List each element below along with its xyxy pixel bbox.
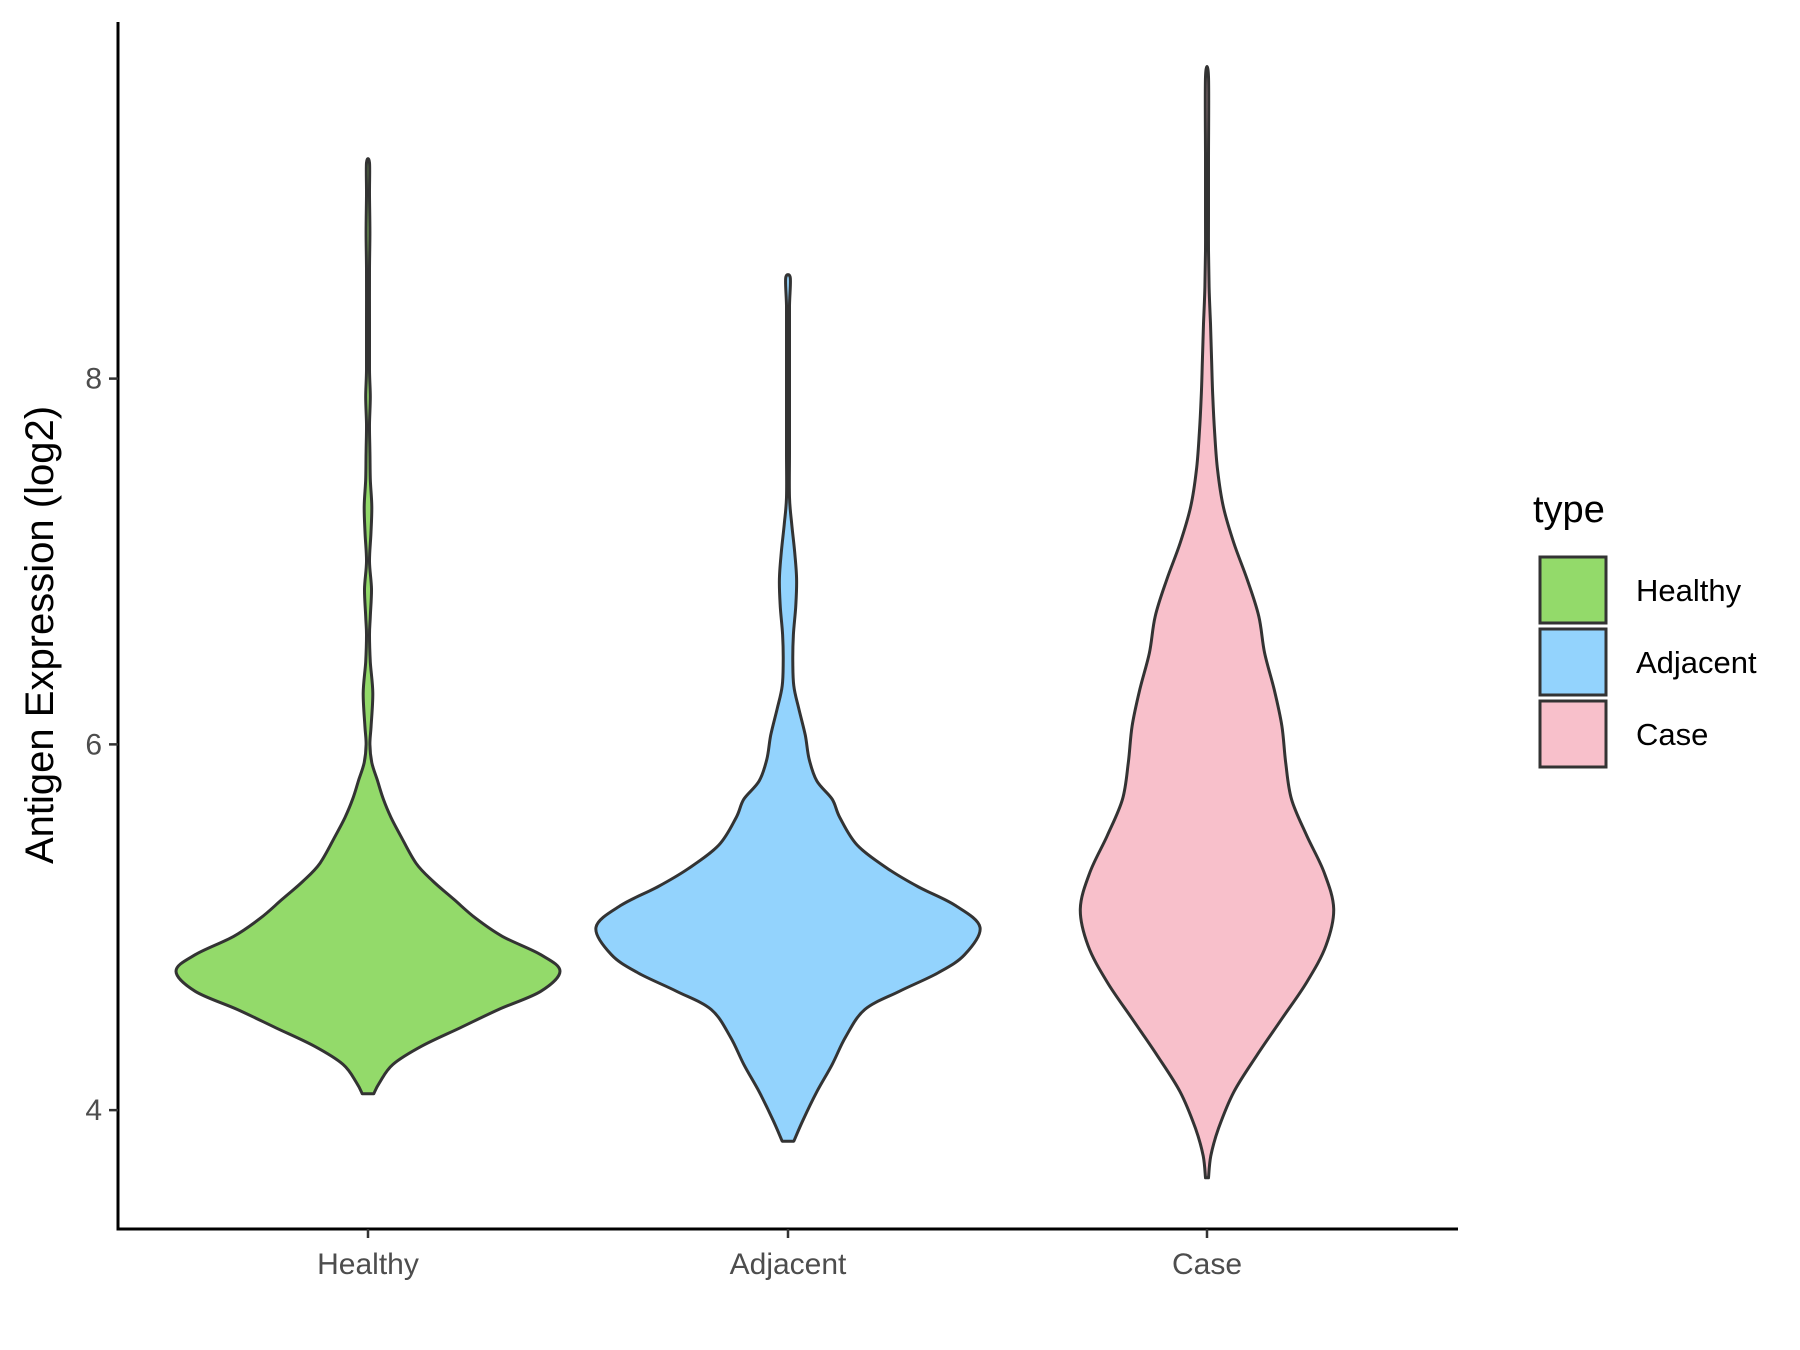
violin-adjacent: [594, 273, 982, 1143]
x-tick-label-healthy: Healthy: [317, 1248, 419, 1281]
violin-layer: [174, 65, 1336, 1180]
x-tick-label-adjacent: Adjacent: [730, 1248, 847, 1281]
legend-swatch-adjacent: [1538, 627, 1608, 697]
x-tick-label-case: Case: [1172, 1248, 1242, 1281]
legend-label-adjacent: Adjacent: [1636, 645, 1757, 680]
y-tick-label-8: 8: [85, 363, 102, 396]
y-tick-label-6: 6: [85, 728, 102, 761]
y-tick-label-4: 4: [85, 1094, 102, 1127]
legend-swatch-healthy: [1538, 555, 1608, 625]
axes-layer: 4 6 8 Healthy Adjacent Case: [85, 22, 1458, 1281]
legend-title: type: [1533, 489, 1605, 531]
legend: type Healthy Adjacent Case: [1533, 489, 1757, 769]
legend-label-healthy: Healthy: [1636, 573, 1742, 608]
y-axis-title: Antigen Expression (log2): [18, 406, 62, 864]
legend-label-case: Case: [1636, 717, 1708, 752]
legend-swatch-case: [1538, 699, 1608, 769]
violin-case: [1078, 65, 1336, 1180]
violin-healthy: [174, 157, 562, 1096]
